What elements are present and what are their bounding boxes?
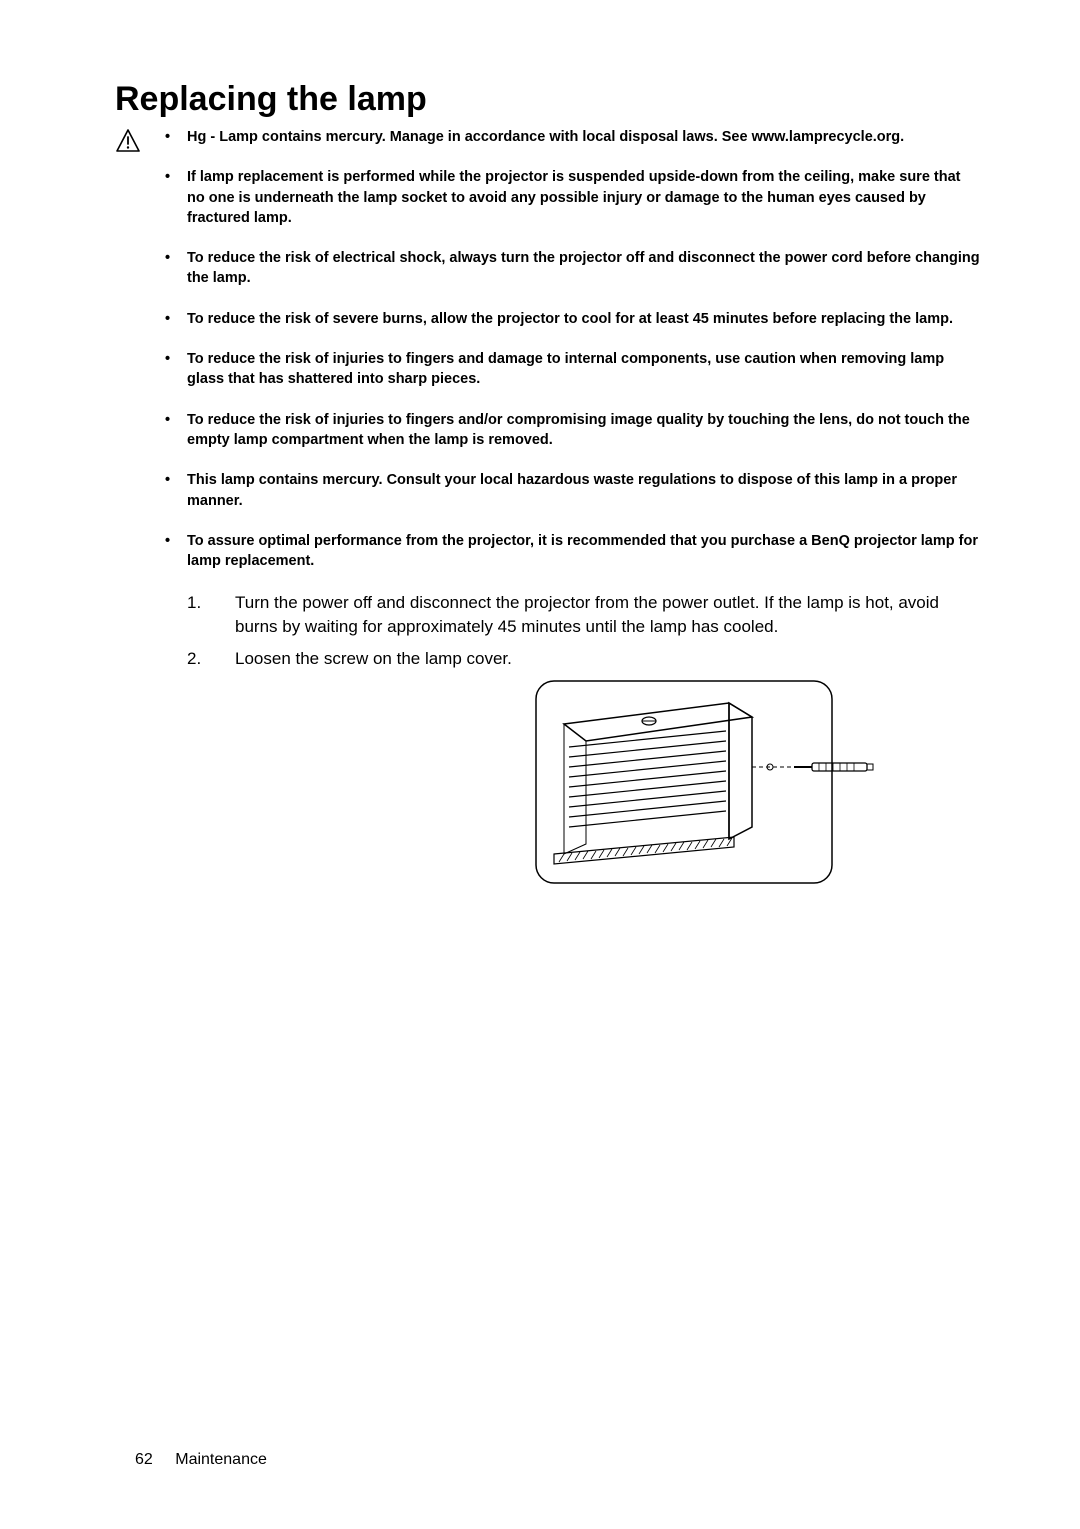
section-name: Maintenance	[175, 1451, 267, 1469]
step-item: 2. Loosen the screw on the lamp cover.	[187, 647, 980, 671]
step-item: 1. Turn the power off and disconnect the…	[187, 591, 980, 639]
warning-item: To assure optimal performance from the p…	[149, 531, 980, 572]
warning-item: If lamp replacement is performed while t…	[149, 167, 980, 228]
page-footer: 62 Maintenance	[135, 1451, 267, 1469]
step-text: Turn the power off and disconnect the pr…	[235, 593, 939, 636]
warning-item: To reduce the risk of injuries to finger…	[149, 410, 980, 451]
step-number: 2.	[187, 647, 201, 671]
step-number: 1.	[187, 591, 201, 615]
warning-item: To reduce the risk of injuries to finger…	[149, 349, 980, 390]
warning-list: Hg - Lamp contains mercury. Manage in ac…	[149, 127, 980, 571]
warning-icon	[115, 128, 141, 159]
page-number: 62	[135, 1451, 153, 1469]
page-heading: Replacing the lamp	[115, 80, 980, 119]
warning-item: This lamp contains mercury. Consult your…	[149, 470, 980, 511]
projector-diagram	[534, 679, 980, 894]
step-text: Loosen the screw on the lamp cover.	[235, 649, 512, 668]
warning-item: Hg - Lamp contains mercury. Manage in ac…	[149, 127, 980, 147]
step-list: 1. Turn the power off and disconnect the…	[149, 591, 980, 670]
warning-item: To reduce the risk of severe burns, allo…	[149, 309, 980, 329]
warning-item: To reduce the risk of electrical shock, …	[149, 248, 980, 289]
